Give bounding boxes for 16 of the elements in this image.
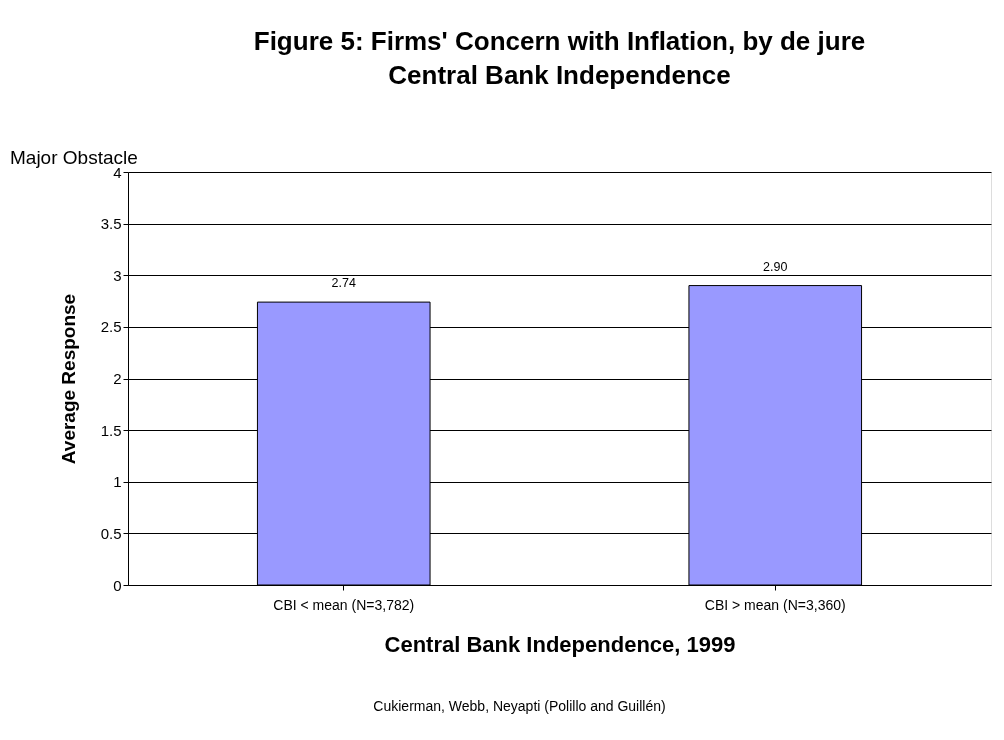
y-tick-label: 1 (113, 473, 122, 491)
y-tick-label: 0 (113, 576, 122, 594)
data-label: 2.90 (763, 259, 788, 274)
y-tick-label: 2.5 (100, 318, 122, 336)
y-tick-label: 0.5 (100, 524, 122, 542)
x-tick-label: CBI < mean (N=3,782) (273, 596, 415, 613)
y-axis-title: Average Response (57, 293, 79, 465)
x-tick-label: CBI > mean (N=3,360) (704, 596, 846, 613)
chart-title: Figure 5: Firms' Concern with Inflation, by de jure Central Bank Independence (253, 26, 866, 90)
y-tick-label: 1.5 (100, 421, 122, 439)
x-axis-title: Central Bank Independence, 1999 (384, 631, 736, 657)
y-tick-label: 2 (113, 370, 122, 387)
text: Cukierman, Webb, Neyapti (Polillo and Guillén) (373, 698, 666, 714)
data-label: 2.74 (331, 276, 356, 291)
y-tick-label: 3 (113, 266, 122, 284)
y-tick-label: 3.5 (100, 215, 122, 233)
